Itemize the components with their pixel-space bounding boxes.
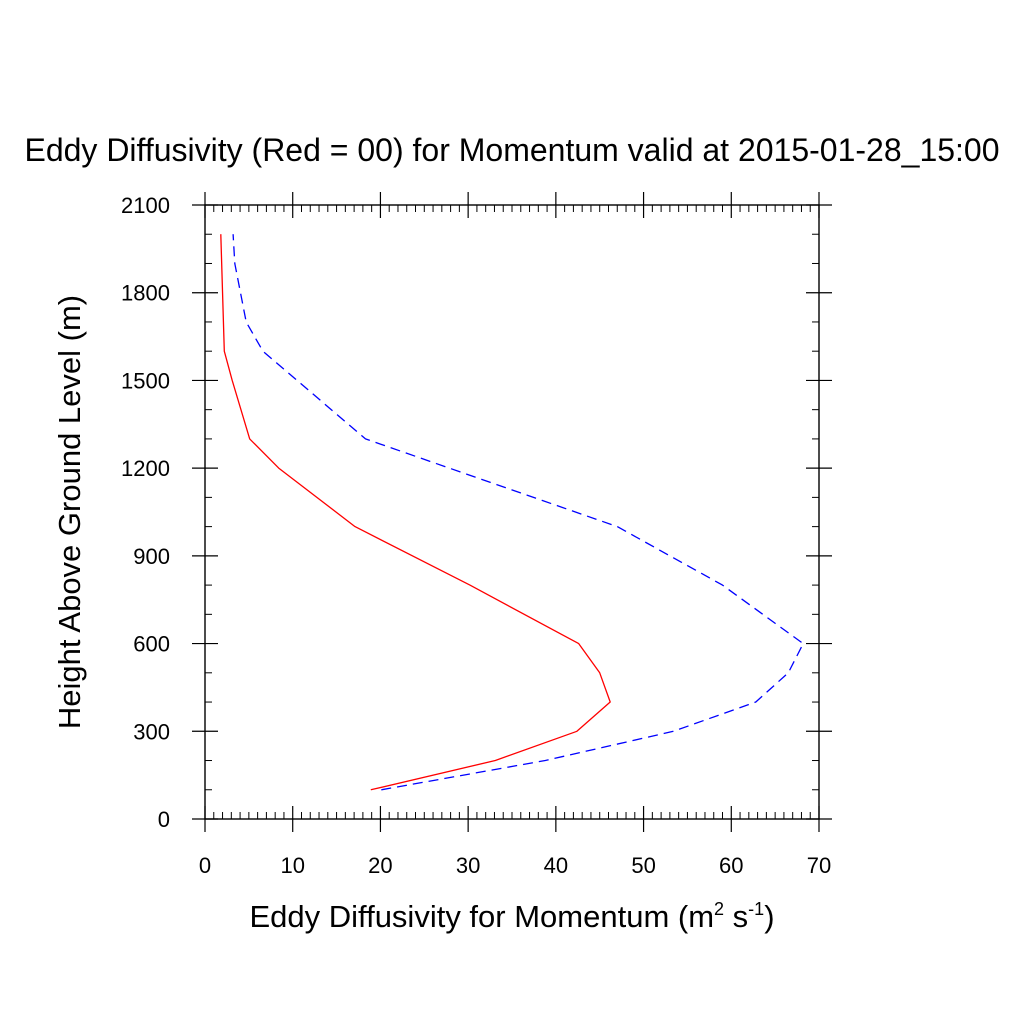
- x-tick-label: 10: [280, 853, 304, 878]
- y-tick-label: 1200: [121, 456, 170, 481]
- x-tick-label: 50: [631, 853, 655, 878]
- plot-frame: [204, 204, 820, 820]
- series-line-red: [220, 234, 611, 791]
- y-tick-label: 1800: [121, 281, 170, 306]
- x-axis-label-end: ): [764, 899, 774, 934]
- major-ticks: [192, 192, 832, 832]
- x-axis-label-sup-2: -1: [748, 899, 764, 919]
- y-tick-label: 2100: [121, 193, 170, 218]
- x-tick-label: 30: [456, 853, 480, 878]
- y-tick-label: 600: [133, 632, 170, 657]
- x-axis-label-main: Eddy Diffusivity for Momentum (m: [249, 899, 714, 934]
- series-line-blue-dashed: [232, 234, 804, 791]
- y-tick-label: 0: [158, 807, 170, 832]
- y-tick-labels: 0 300 600 900 1200 1500 1800 2100: [121, 193, 170, 832]
- y-tick-label: 900: [133, 544, 170, 569]
- x-tick-label: 70: [807, 853, 831, 878]
- series-layer: [220, 234, 804, 791]
- y-tick-label: 1500: [121, 368, 170, 393]
- y-tick-label: 300: [133, 719, 170, 744]
- x-axis-label-sup-1: 2: [714, 899, 724, 919]
- x-axis-label-mid: s: [724, 899, 748, 934]
- x-tick-labels: 0 10 20 30 40 50 60 70: [199, 853, 831, 878]
- minor-ticks: [205, 205, 819, 819]
- chart-title: Eddy Diffusivity (Red = 00) for Momentum…: [24, 132, 999, 168]
- x-tick-label: 60: [719, 853, 743, 878]
- x-axis-label: Eddy Diffusivity for Momentum (m2 s-1): [249, 899, 774, 934]
- x-tick-label: 20: [368, 853, 392, 878]
- x-tick-label: 40: [544, 853, 568, 878]
- y-axis-label: Height Above Ground Level (m): [52, 295, 87, 729]
- x-tick-label: 0: [199, 853, 211, 878]
